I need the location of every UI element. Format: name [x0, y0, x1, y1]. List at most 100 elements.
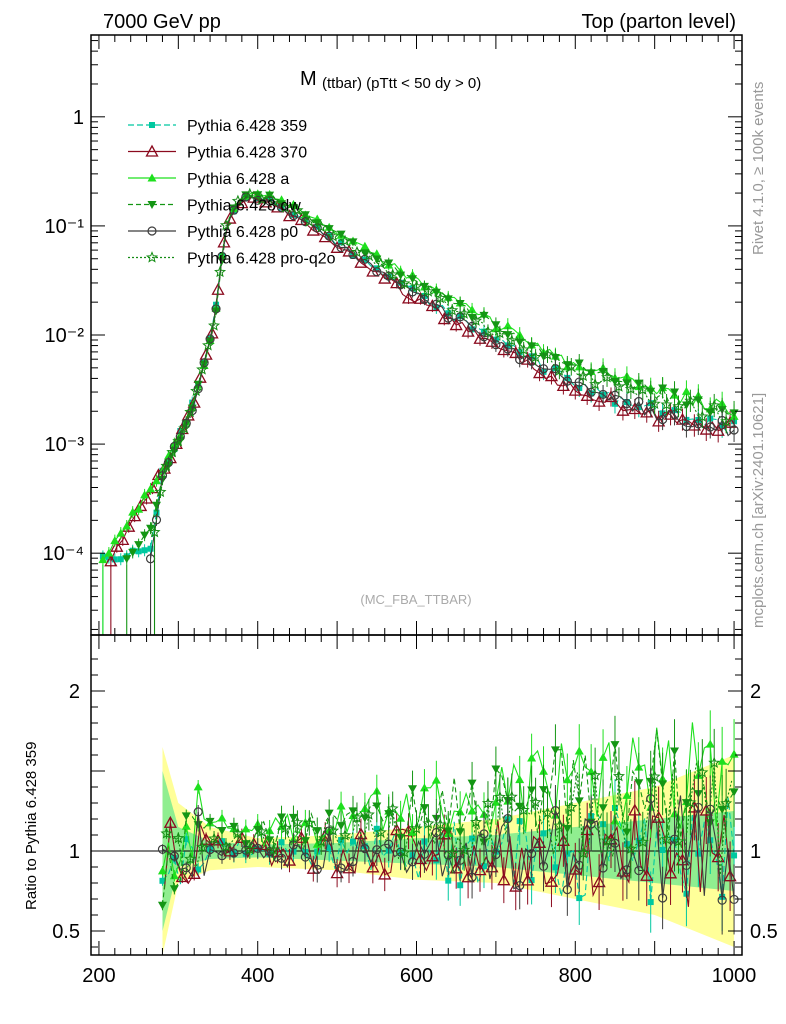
point-s370 [116, 533, 130, 546]
ratio-y-tick-label: 0.5 [52, 921, 80, 943]
legend-item-proq2o: Pythia 6.428 pro-q2o [128, 251, 336, 268]
ratio-point-p0 [491, 849, 501, 860]
ratio-point-p0 [276, 853, 287, 863]
ratio-point-a [729, 749, 739, 758]
point-dw [658, 384, 668, 393]
ratio-point-proq2o [422, 817, 435, 829]
point-proq2o [553, 364, 566, 376]
ratio-point-proq2o [577, 846, 590, 859]
point-proq2o [196, 363, 209, 375]
point-proq2o [219, 219, 232, 231]
point-s370 [390, 276, 404, 289]
legend-marker-p0 [147, 226, 157, 236]
ratio-point-dw [157, 901, 167, 910]
ratio-point-s359 [159, 877, 166, 884]
ratio-point-s370 [461, 870, 475, 883]
ratio-point-p0 [407, 857, 418, 867]
point-proq2o [577, 369, 590, 382]
y-tick-label: 10⁻² [45, 325, 85, 347]
point-proq2o [154, 485, 167, 498]
point-p0 [634, 396, 644, 407]
ratio-point-s370 [592, 875, 606, 888]
point-s370 [723, 415, 737, 428]
point-s370 [378, 271, 392, 284]
ratio-point-dw [491, 765, 501, 774]
ratio-line-proq2o [166, 762, 733, 878]
point-proq2o [291, 203, 304, 216]
point-proq2o [315, 220, 328, 233]
ratio-point-s359 [373, 825, 380, 832]
line-proq2o [153, 193, 733, 533]
point-proq2o [350, 245, 364, 258]
ratio-point-p0 [312, 864, 322, 875]
ratio-point-proq2o [601, 834, 614, 846]
ratio-point-dw [670, 747, 680, 756]
point-proq2o [148, 525, 161, 538]
main-data-layer [98, 187, 739, 635]
ratio-point-s370 [544, 874, 559, 887]
ratio-point-p0 [360, 844, 370, 854]
ratio-series-p0 [157, 767, 739, 935]
point-dw [122, 555, 132, 564]
point-p0 [515, 354, 525, 365]
legend-item-dw: Pythia 6.428 dw [128, 198, 301, 215]
point-proq2o [190, 384, 203, 397]
legend-label-s370: Pythia 6.428 370 [187, 145, 307, 162]
ratio-point-s370 [175, 870, 189, 883]
point-s370 [128, 509, 142, 522]
point-dw [598, 367, 608, 376]
point-proq2o [434, 291, 447, 304]
point-dw [140, 531, 150, 540]
x-tick-label: 400 [241, 965, 274, 987]
point-proq2o [517, 343, 530, 355]
ratio-point-s370 [330, 866, 344, 879]
point-s370 [544, 369, 559, 382]
ratio-point-p0 [348, 856, 358, 867]
plot-title-sub: (ttbar) (pTtt < 50 dy > 0) [322, 75, 481, 92]
point-s370 [568, 383, 582, 396]
legend-marker-proq2o [145, 251, 159, 263]
ratio-point-s370 [342, 861, 356, 874]
legend-item-a: Pythia 6.428 a [128, 171, 289, 188]
ratio-line-dw [161, 729, 735, 906]
point-proq2o [481, 325, 494, 337]
ratio-point-s359 [576, 895, 583, 902]
ratio-point-p0 [181, 863, 191, 873]
point-proq2o [243, 187, 256, 200]
y-tick-label: 10⁻¹ [45, 216, 85, 238]
point-proq2o [565, 360, 578, 372]
legend: Pythia 6.428 359 Pythia 6.428 370 Pythia 6… [128, 118, 336, 268]
ratio-point-p0 [419, 849, 430, 859]
point-s359 [153, 509, 160, 516]
point-dw [479, 311, 489, 320]
point-s370 [640, 405, 654, 418]
legend-marker-dw [147, 201, 157, 209]
series-proq2o [148, 187, 733, 635]
main-axes: 1 10⁻¹ 10⁻² 10⁻³ 10⁻⁴ [43, 35, 742, 635]
point-p0 [205, 334, 215, 344]
legend-label-s359: Pythia 6.428 359 [187, 118, 307, 135]
point-proq2o [696, 410, 709, 422]
x-tick-label: 1000 [712, 965, 757, 987]
ratio-point-p0 [467, 872, 477, 882]
ratio-point-p0 [372, 845, 382, 855]
legend-label-proq2o: Pythia 6.428 pro-q2o [187, 251, 336, 268]
ratio-point-proq2o [541, 806, 554, 819]
y-tick-label: 10⁻³ [45, 434, 85, 456]
ratio-point-s370 [663, 866, 678, 879]
point-proq2o [422, 285, 435, 297]
ratio-point-proq2o [362, 808, 375, 820]
ratio-point-proq2o [636, 835, 649, 848]
ratio-point-p0 [157, 844, 168, 854]
point-p0 [491, 340, 501, 350]
point-s370 [449, 318, 463, 331]
ratio-point-proq2o [446, 847, 459, 859]
point-p0 [443, 313, 453, 323]
y-tick-label: 1 [73, 107, 84, 129]
ratio-point-proq2o [529, 795, 542, 808]
ratio-point-p0 [205, 844, 215, 855]
point-dw [265, 191, 275, 200]
ratio-point-proq2o [398, 846, 411, 858]
point-s370 [699, 422, 713, 435]
point-s370 [235, 196, 249, 209]
